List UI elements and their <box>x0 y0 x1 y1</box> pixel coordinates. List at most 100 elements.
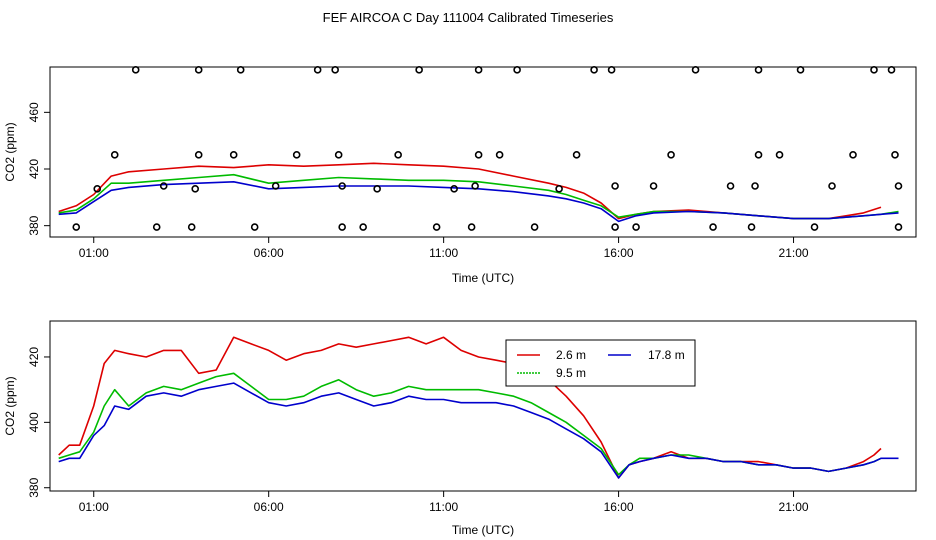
bottom-y-tick-label: 380 <box>27 477 41 497</box>
top-flag-points <box>72 66 903 231</box>
flag-point <box>754 66 763 74</box>
bottom-series-lines <box>58 336 899 479</box>
flag-point <box>649 182 658 190</box>
flag-point <box>751 182 759 190</box>
legend-label-2-6m: 2.6 m <box>556 348 586 362</box>
flag-point <box>572 151 581 159</box>
bottom-x-tick-label: 21:00 <box>779 500 809 514</box>
bottom-x-tick-label: 16:00 <box>604 500 634 514</box>
top-x-tick-label: 16:00 <box>604 246 634 260</box>
flag-point <box>849 151 857 159</box>
flag-point <box>513 66 521 74</box>
flag-point <box>292 151 301 159</box>
bottom-y-axis: 380 400 420 <box>27 347 50 498</box>
top-panel: 01:00 06:00 11:00 16:00 21:00 380 420 460 Time… <box>3 66 917 285</box>
bottom-x-axis: 01:00 06:00 11:00 16:00 21:00 <box>79 491 809 514</box>
flag-point <box>313 66 322 74</box>
top-plot-frame <box>49 66 917 238</box>
legend: 2.6 m 9.5 m 17.8 m <box>505 339 696 387</box>
bottom-panel: 01:00 06:00 11:00 16:00 21:00 380 400 420 Time… <box>3 320 917 537</box>
flag-point <box>359 223 367 231</box>
flag-point <box>334 151 343 159</box>
flag-point <box>236 66 245 74</box>
flag-point <box>611 182 619 190</box>
top-series-lines <box>58 162 899 223</box>
flag-point <box>229 151 238 159</box>
flag-point <box>828 182 836 190</box>
legend-label-9-5m: 9.5 m <box>556 366 586 380</box>
flag-point <box>338 223 346 231</box>
flag-point <box>194 66 203 74</box>
legend-label-17-8m: 17.8 m <box>648 348 685 362</box>
top-y-axis-label: CO2 (ppm) <box>3 122 17 181</box>
flag-point <box>93 185 102 193</box>
flag-point <box>607 66 616 74</box>
top-x-axis-label: Time (UTC) <box>452 271 514 285</box>
bottom-plot-frame <box>49 320 917 492</box>
flag-point <box>194 151 203 159</box>
flag-point <box>726 182 735 190</box>
flag-point <box>495 151 504 159</box>
flag-point <box>691 66 700 74</box>
chart-title: FEF AIRCOA C Day 111004 Calibrated Times… <box>323 10 614 25</box>
top-x-tick-label: 01:00 <box>79 246 109 260</box>
flag-point <box>432 223 441 231</box>
flag-point <box>152 223 161 231</box>
flag-point <box>870 66 878 74</box>
flag-point <box>590 66 598 74</box>
flag-point <box>709 223 717 231</box>
flag-point <box>894 182 903 190</box>
flag-point <box>467 223 476 231</box>
flag-point <box>394 151 402 159</box>
flag-point <box>474 151 483 159</box>
flag-point <box>530 223 539 231</box>
top-series-9-5m <box>58 173 899 220</box>
flag-point <box>775 151 784 159</box>
flag-point <box>891 151 899 159</box>
flag-point <box>187 223 196 231</box>
flag-point <box>555 185 563 193</box>
flag-point <box>250 223 259 231</box>
flag-point <box>667 151 675 159</box>
bottom-series-9-5m <box>58 372 882 476</box>
top-y-tick-label: 460 <box>27 102 41 122</box>
flag-point <box>474 66 483 74</box>
flag-point <box>72 223 81 231</box>
top-y-axis: 380 420 460 <box>27 102 50 236</box>
top-y-tick-label: 380 <box>27 215 41 235</box>
top-series-2-6m <box>58 162 882 220</box>
flag-point <box>415 66 423 74</box>
flag-point <box>159 182 168 190</box>
top-x-tick-label: 11:00 <box>429 246 458 260</box>
flag-point <box>887 66 896 74</box>
top-x-tick-label: 06:00 <box>254 246 284 260</box>
flag-point <box>471 182 479 190</box>
top-x-axis: 01:00 06:00 11:00 16:00 21:00 <box>79 237 809 260</box>
bottom-x-tick-label: 11:00 <box>429 500 458 514</box>
flag-point <box>131 66 140 74</box>
bottom-series-2-6m <box>58 336 882 479</box>
flag-point <box>338 182 346 190</box>
bottom-y-tick-label: 400 <box>27 412 41 432</box>
flag-point <box>796 66 805 74</box>
flag-point <box>450 185 458 193</box>
bottom-series-17-8m <box>58 382 899 479</box>
flag-point <box>191 185 200 193</box>
flag-point <box>747 223 756 231</box>
bottom-x-tick-label: 06:00 <box>254 500 284 514</box>
top-x-tick-label: 21:00 <box>779 246 809 260</box>
top-series-17-8m <box>58 181 899 223</box>
flag-point <box>894 223 903 231</box>
legend-box <box>505 339 696 387</box>
flag-point <box>810 223 819 231</box>
flag-point <box>373 185 381 193</box>
flag-point <box>632 223 640 231</box>
bottom-y-tick-label: 420 <box>27 347 41 367</box>
flag-point <box>331 66 339 74</box>
bottom-x-tick-label: 01:00 <box>79 500 109 514</box>
top-y-tick-label: 420 <box>27 159 41 179</box>
flag-point <box>110 151 119 159</box>
bottom-y-axis-label: CO2 (ppm) <box>3 376 17 435</box>
bottom-x-axis-label: Time (UTC) <box>452 523 514 537</box>
